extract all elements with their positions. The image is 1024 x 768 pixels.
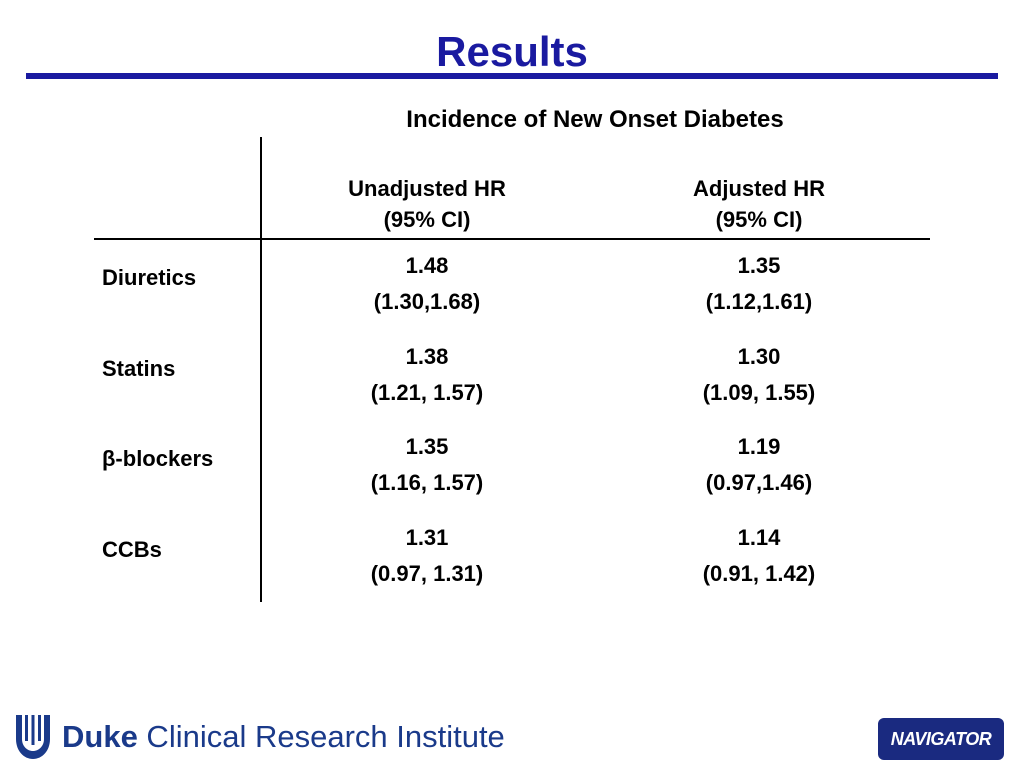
- hr-value: 1.48: [405, 253, 449, 278]
- table-row: CCBs 1.31 (0.97, 1.31) 1.14 (0.91, 1.42): [94, 520, 930, 610]
- adjusted-cell: 1.30 (1.09, 1.55): [594, 339, 924, 411]
- table-title: Incidence of New Onset Diabetes: [406, 106, 784, 133]
- table-row: Diuretics 1.48 (1.30,1.68) 1.35 (1.12,1.…: [94, 248, 930, 338]
- hr-value: 1.35: [737, 253, 781, 278]
- unadjusted-cell: 1.35 (1.16, 1.57): [262, 429, 592, 501]
- ci-value: (1.21, 1.57): [370, 380, 484, 405]
- column-header-line2: (95% CI): [715, 207, 803, 232]
- ci-value: (1.09, 1.55): [702, 380, 816, 405]
- ci-value: (0.97, 1.31): [370, 561, 484, 586]
- column-header-line1: Unadjusted HR: [348, 176, 506, 201]
- row-label: Diuretics: [102, 265, 197, 290]
- ci-value: (1.16, 1.57): [370, 470, 484, 495]
- unadjusted-cell: 1.38 (1.21, 1.57): [262, 339, 592, 411]
- institute-name-rest: Clinical Research Institute: [137, 719, 505, 754]
- hr-value: 1.14: [737, 525, 781, 550]
- adjusted-cell: 1.14 (0.91, 1.42): [594, 520, 924, 592]
- hr-value: 1.38: [405, 344, 449, 369]
- institute-name: Duke Clinical Research Institute: [62, 717, 505, 757]
- table-row: β-blockers 1.35 (1.16, 1.57) 1.19 (0.97,…: [94, 429, 930, 519]
- column-header-unadjusted: Unadjusted HR (95% CI): [262, 173, 592, 235]
- row-label: CCBs: [102, 537, 162, 562]
- title-divider: [26, 73, 998, 79]
- column-header-line2: (95% CI): [383, 207, 471, 232]
- unadjusted-cell: 1.31 (0.97, 1.31): [262, 520, 592, 592]
- unadjusted-cell: 1.48 (1.30,1.68): [262, 248, 592, 320]
- table-header-divider: [94, 238, 930, 240]
- column-header-line1: Adjusted HR: [693, 176, 825, 201]
- row-label: Statins: [102, 356, 176, 381]
- hr-value: 1.19: [737, 434, 781, 459]
- navigator-badge: NAVIGATOR: [878, 718, 1004, 760]
- duke-logo: Duke Clinical Research Institute: [14, 712, 505, 762]
- hr-value: 1.31: [405, 525, 449, 550]
- hr-value: 1.35: [405, 434, 449, 459]
- hr-value: 1.30: [737, 344, 781, 369]
- slide-title: Results: [436, 28, 588, 75]
- row-label: β-blockers: [102, 446, 214, 471]
- column-header-adjusted: Adjusted HR (95% CI): [594, 173, 924, 235]
- ci-value: (0.91, 1.42): [702, 561, 816, 586]
- ci-value: (1.12,1.61): [705, 289, 813, 314]
- adjusted-cell: 1.35 (1.12,1.61): [594, 248, 924, 320]
- table-row: Statins 1.38 (1.21, 1.57) 1.30 (1.09, 1.…: [94, 339, 930, 429]
- institute-name-bold: Duke: [62, 719, 138, 754]
- table-vertical-divider: [260, 137, 262, 602]
- ci-value: (0.97,1.46): [705, 470, 813, 495]
- adjusted-cell: 1.19 (0.97,1.46): [594, 429, 924, 501]
- duke-shield-icon: [16, 715, 50, 759]
- ci-value: (1.30,1.68): [373, 289, 481, 314]
